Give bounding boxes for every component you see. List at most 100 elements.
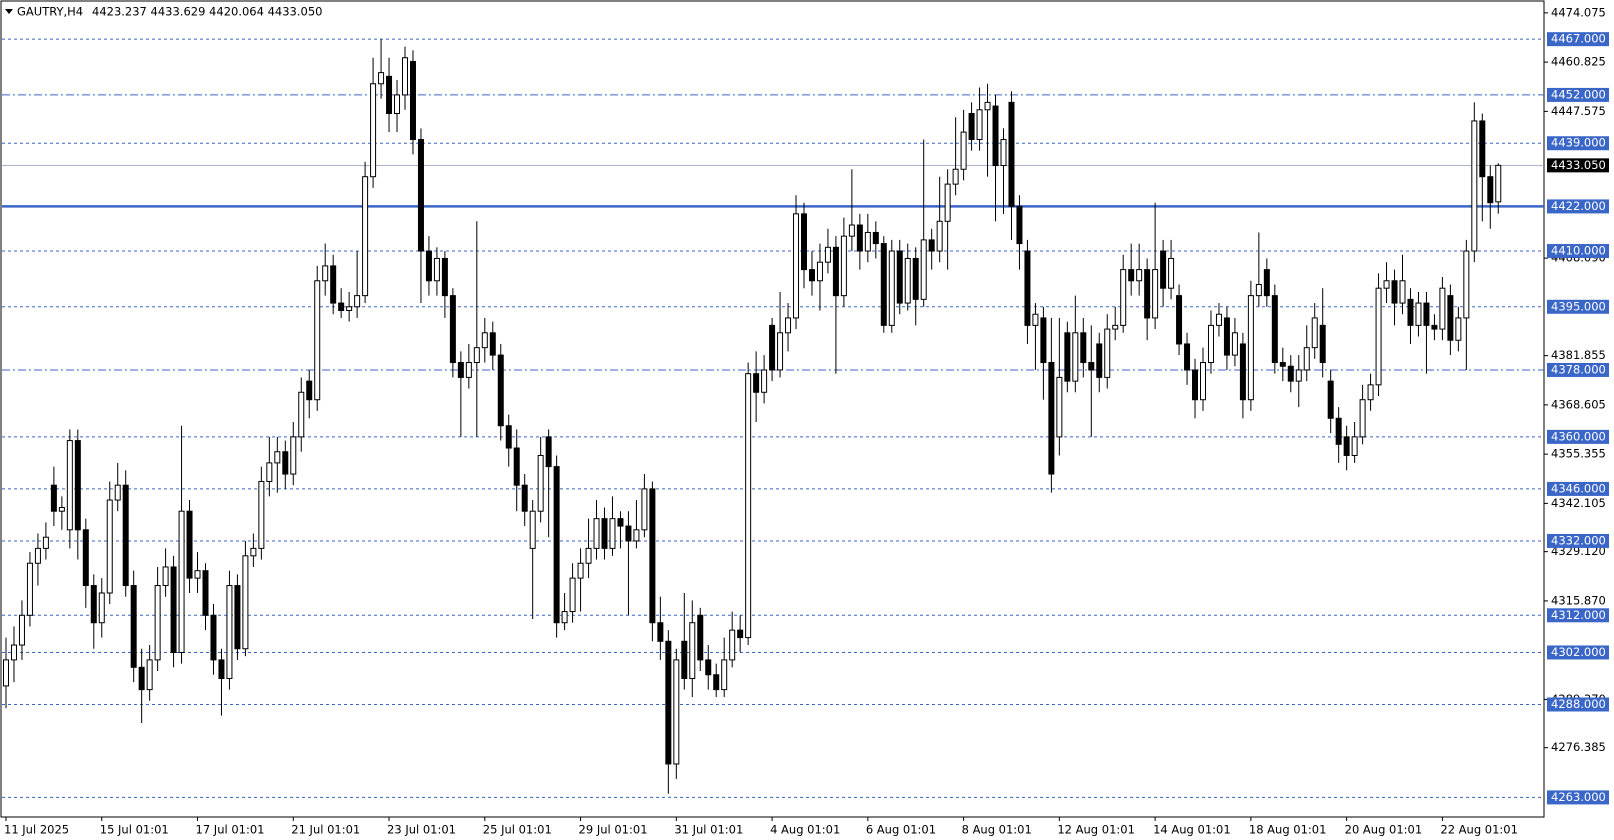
- candle-body: [1303, 347, 1310, 371]
- candle-body: [928, 239, 935, 252]
- level-label: 4288.000: [1551, 697, 1606, 711]
- candle-body: [521, 484, 528, 512]
- x-tick-label: 4 Aug 01:01: [770, 823, 840, 837]
- candle-body: [1168, 257, 1175, 289]
- x-tick-label: 20 Aug 01:01: [1345, 823, 1423, 837]
- level-label: 4263.000: [1551, 790, 1606, 804]
- candle-body: [90, 585, 97, 624]
- candle-body: [1383, 280, 1390, 289]
- candle-body: [960, 131, 967, 170]
- candle-body: [106, 499, 113, 594]
- candle-body: [753, 373, 760, 393]
- candle-body: [417, 139, 424, 252]
- candle-body: [697, 614, 704, 661]
- candle-body: [1064, 332, 1071, 382]
- y-tick-label: 4381.855: [1551, 348, 1606, 362]
- candle-body: [1040, 317, 1047, 364]
- candle-body: [242, 555, 249, 650]
- level-label-box: [1547, 158, 1609, 173]
- candle-body: [1048, 362, 1055, 475]
- candle-body: [282, 451, 289, 475]
- candle-body: [1495, 164, 1502, 203]
- candle-body: [808, 269, 815, 282]
- x-tick-label: 29 Jul 01:01: [579, 823, 648, 837]
- candle-body: [992, 105, 999, 167]
- y-tick-label: 4447.575: [1551, 104, 1606, 118]
- candle-body: [920, 239, 927, 300]
- candle-body: [585, 547, 592, 564]
- candle-body: [290, 436, 297, 475]
- candle-body: [42, 536, 49, 549]
- candle-body: [266, 462, 273, 482]
- candle-body: [689, 622, 696, 679]
- candle-body: [633, 529, 640, 542]
- candle-body: [1415, 302, 1422, 326]
- candle-body: [1239, 343, 1246, 401]
- candle-body: [1479, 120, 1486, 178]
- candle-body: [1455, 317, 1462, 341]
- level-label-box: [1547, 32, 1609, 47]
- candle-body: [601, 518, 608, 549]
- level-label: 4360.000: [1551, 429, 1606, 443]
- candle-body: [433, 257, 440, 282]
- candle-body: [489, 332, 496, 356]
- candle-body: [1375, 287, 1382, 386]
- candle-body: [513, 447, 520, 486]
- candle-body: [178, 510, 185, 653]
- candle-body: [625, 525, 632, 542]
- candle-body: [1423, 302, 1430, 326]
- candle-body: [1152, 269, 1159, 319]
- candle-body: [234, 585, 241, 650]
- candle-body: [314, 280, 321, 401]
- candle-body: [330, 265, 337, 304]
- candle-body: [98, 592, 105, 624]
- candle-body: [816, 261, 823, 282]
- menu-arrow[interactable]: [5, 9, 13, 14]
- candle-body: [912, 257, 919, 300]
- candle-body: [1144, 269, 1151, 319]
- candle-body: [745, 373, 752, 639]
- candle-body: [729, 629, 736, 661]
- level-label-box: [1547, 645, 1609, 660]
- candle-body: [346, 306, 353, 312]
- candle-body: [362, 176, 369, 297]
- candle-body: [402, 57, 408, 96]
- x-tick-label: 17 Jul 01:01: [196, 823, 265, 837]
- level-label: 4332.000: [1551, 533, 1606, 547]
- level-label: 4467.000: [1551, 32, 1606, 46]
- candle-body: [1279, 362, 1286, 367]
- plot-frame: [0, 0, 1545, 818]
- candle-body: [1351, 436, 1358, 456]
- candle-body: [649, 488, 656, 624]
- candle-body: [1471, 120, 1478, 252]
- level-label: 4452.000: [1551, 87, 1606, 101]
- candle-body: [1016, 205, 1023, 245]
- candle-body: [386, 75, 393, 115]
- level-label-box: [1547, 299, 1609, 314]
- candle-body: [872, 231, 879, 245]
- candle-body: [202, 570, 209, 616]
- candle-body: [162, 566, 169, 587]
- candle-body: [609, 518, 616, 549]
- candle-body: [425, 250, 432, 282]
- candle-body: [322, 265, 329, 282]
- candle-body: [1263, 269, 1270, 297]
- candle-body: [832, 246, 839, 297]
- x-tick-label: 6 Aug 01:01: [866, 823, 936, 837]
- x-tick-label: 25 Jul 01:01: [483, 823, 552, 837]
- candle-body: [1160, 250, 1167, 289]
- candle-body: [1431, 324, 1438, 330]
- candle-body: [449, 295, 456, 364]
- candle-body: [130, 585, 137, 668]
- candle-body: [952, 168, 959, 185]
- y-tick-label: 4368.605: [1551, 397, 1606, 411]
- candle-body: [298, 391, 305, 438]
- candle-body: [18, 614, 25, 646]
- candle-body: [34, 547, 41, 564]
- candle-body: [529, 510, 536, 549]
- candle-body: [274, 451, 281, 464]
- candle-body: [258, 480, 265, 549]
- level-label: 4433.050: [1551, 158, 1606, 172]
- level-label: 4439.000: [1551, 136, 1606, 150]
- candle-body: [1104, 328, 1111, 378]
